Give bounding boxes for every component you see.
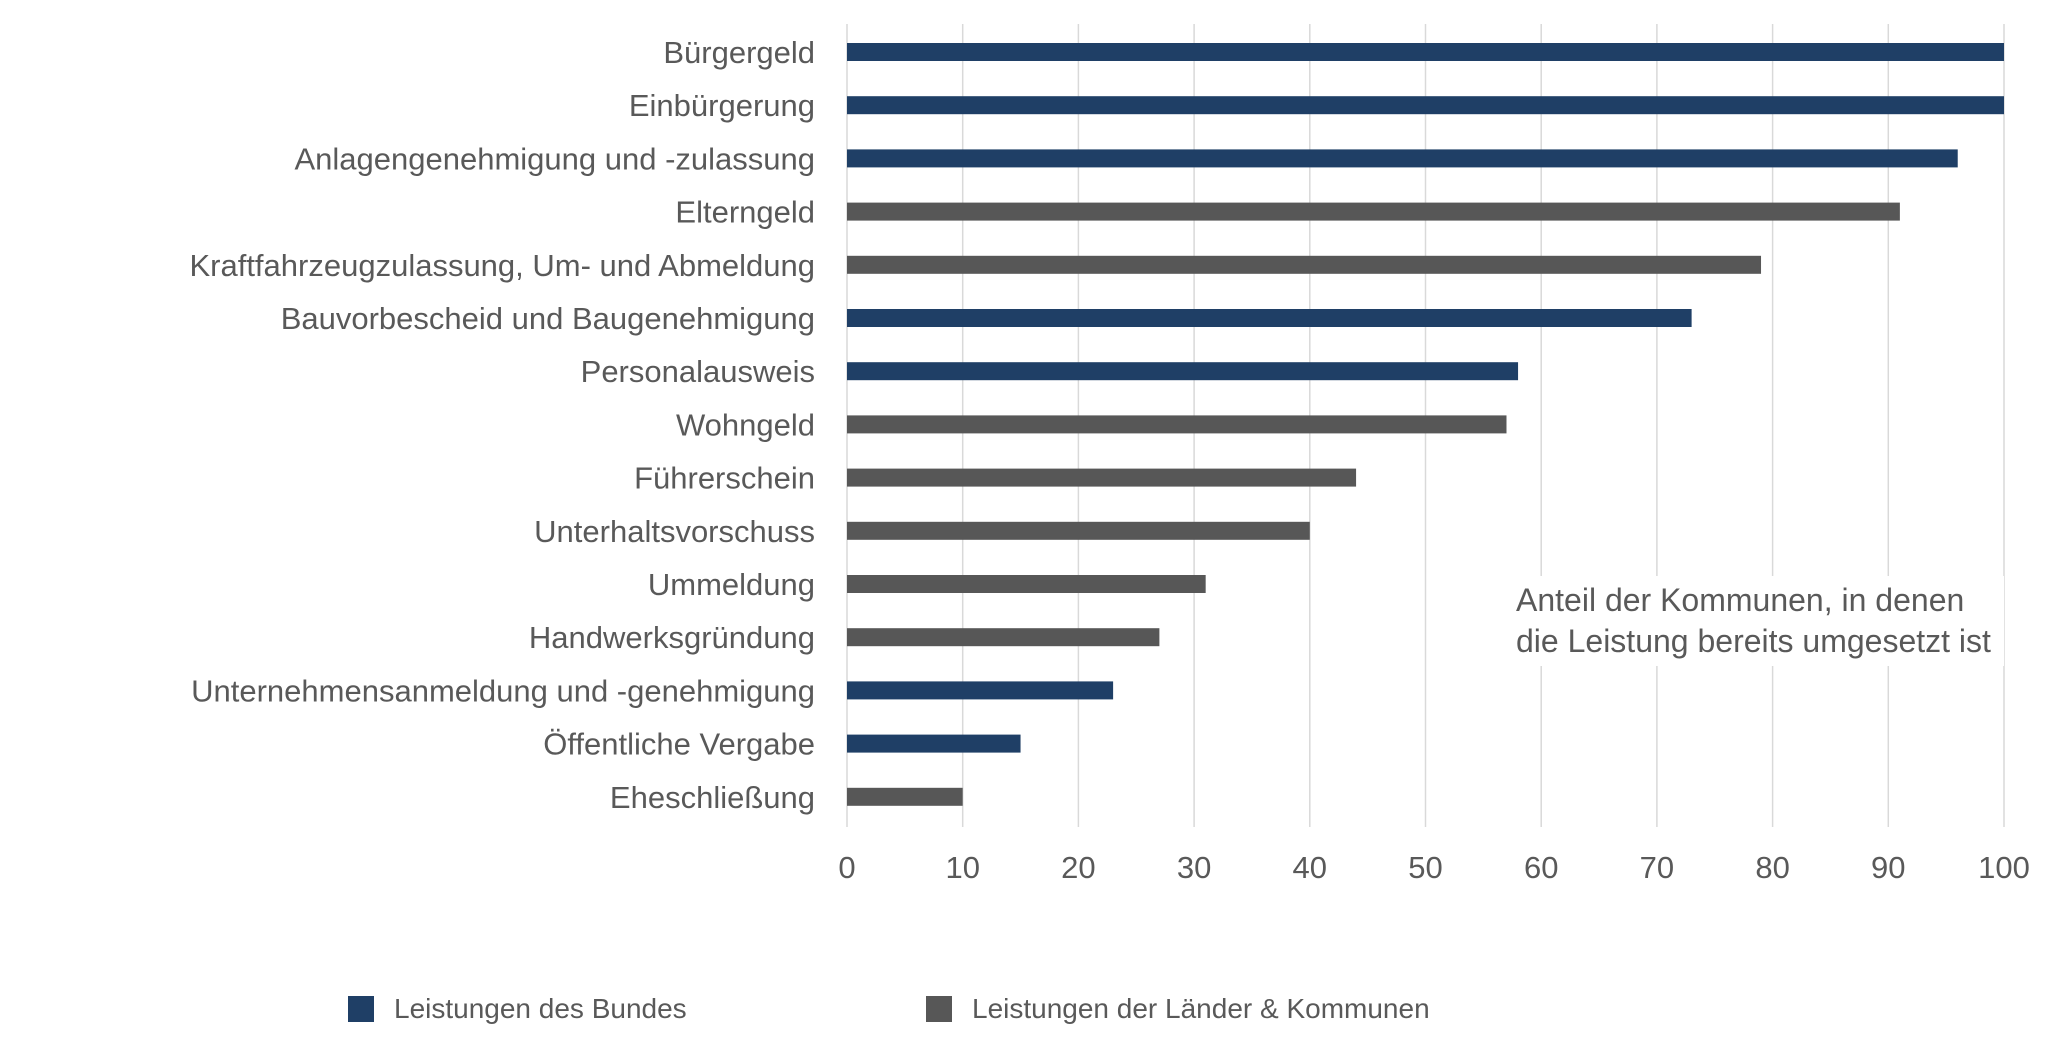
- x-tick-label: 40: [1293, 850, 1327, 885]
- bar: [847, 521, 1310, 540]
- category-label: Führerschein: [634, 461, 815, 496]
- x-tick-label: 60: [1524, 850, 1558, 885]
- category-label: Anlagengenehmigung und -zulassung: [294, 141, 815, 176]
- legend-label-laender: Leistungen der Länder & Kommunen: [972, 993, 1430, 1024]
- category-label: Unterhaltsvorschuss: [534, 514, 815, 549]
- bar: [847, 255, 1762, 274]
- category-label: Eheschließung: [610, 780, 815, 815]
- category-label: Öffentliche Vergabe: [543, 727, 815, 762]
- bar: [847, 787, 963, 806]
- bar: [847, 362, 1519, 381]
- x-tick-label: 0: [838, 850, 855, 885]
- legend-label-bund: Leistungen des Bundes: [394, 993, 687, 1024]
- chart-annotation: Anteil der Kommunen, in denen die Leistu…: [1508, 576, 2004, 666]
- x-tick-label: 90: [1871, 850, 1905, 885]
- x-tick-label: 100: [1978, 850, 2030, 885]
- category-label: Bürgergeld: [663, 35, 815, 70]
- category-label: Kraftfahrzeugzulassung, Um- und Abmeldun…: [189, 248, 815, 283]
- category-label: Ummeldung: [648, 567, 815, 602]
- category-label: Personalausweis: [581, 354, 815, 389]
- bar: [847, 202, 1900, 221]
- bar: [847, 149, 1958, 168]
- legend-swatch-laender: [926, 996, 952, 1022]
- bar: [847, 575, 1206, 593]
- x-tick-label: 70: [1640, 850, 1674, 885]
- category-label: Unternehmensanmeldung und -genehmigung: [191, 673, 815, 708]
- bar: [847, 468, 1357, 487]
- category-label: Einbürgerung: [629, 88, 815, 123]
- category-label: Handwerksgründung: [529, 620, 815, 655]
- bar: [847, 681, 1114, 700]
- legend-item-bund: Leistungen des Bundes: [348, 993, 687, 1025]
- bar: [847, 309, 1692, 327]
- category-label: Bauvorbescheid und Baugenehmigung: [281, 301, 815, 336]
- x-tick-label: 10: [945, 850, 979, 885]
- bar: [847, 734, 1021, 753]
- category-label: Wohngeld: [676, 407, 815, 442]
- x-tick-label: 30: [1177, 850, 1211, 885]
- bar: [847, 415, 1507, 434]
- bar: [847, 96, 2004, 115]
- legend-item-laender: Leistungen der Länder & Kommunen: [926, 993, 1430, 1025]
- category-label: Elterngeld: [675, 195, 815, 230]
- x-tick-label: 80: [1755, 850, 1789, 885]
- bar: [847, 628, 1160, 647]
- bar: [847, 43, 2004, 61]
- x-tick-label: 50: [1408, 850, 1442, 885]
- x-tick-label: 20: [1061, 850, 1095, 885]
- legend-swatch-bund: [348, 996, 374, 1022]
